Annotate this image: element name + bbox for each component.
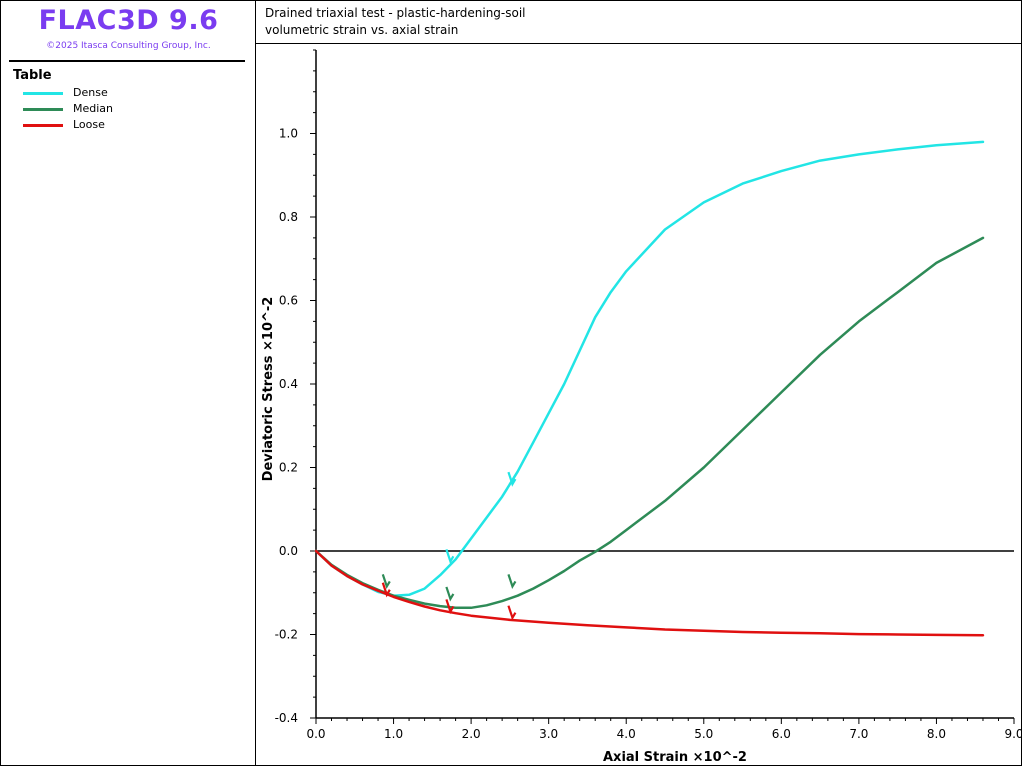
series-marker-median: [381, 574, 391, 590]
legend-label-loose: Loose: [73, 118, 105, 131]
y-tick-label: 1.0: [279, 127, 298, 141]
y-axis-label: Deviatoric Stress ×10^-2: [261, 297, 276, 482]
copyright-text: ©2025 Itasca Consulting Group, Inc.: [46, 41, 211, 51]
series-marker-median: [445, 586, 455, 602]
y-tick-label: 0.8: [279, 210, 298, 224]
series-marker-loose: [381, 582, 391, 598]
x-tick-label: 4.0: [617, 727, 636, 741]
x-tick-label: 7.0: [849, 727, 868, 741]
chart-subtitle: volumetric strain vs. axial strain: [265, 23, 459, 37]
x-tick-label: 0.0: [306, 727, 325, 741]
y-tick-label: 0.0: [279, 544, 298, 558]
legend-label-median: Median: [73, 102, 114, 115]
legend-label-dense: Dense: [73, 86, 108, 99]
series-marker-loose: [507, 605, 517, 621]
plot-panel: Drained triaxial test - plastic-hardenin…: [255, 0, 1022, 766]
x-tick-label: 9.0: [1004, 727, 1021, 741]
chart-title: Drained triaxial test - plastic-hardenin…: [265, 6, 526, 20]
legend-panel: FLAC3D 9.6 ©2025 Itasca Consulting Group…: [0, 0, 255, 766]
x-tick-label: 5.0: [694, 727, 713, 741]
x-tick-label: 2.0: [462, 727, 481, 741]
y-tick-label: 0.4: [279, 377, 298, 391]
series-marker-loose: [445, 599, 455, 615]
y-tick-label: 0.2: [279, 461, 298, 475]
legend-swatch-median: [23, 108, 63, 111]
y-tick-label: -0.2: [275, 628, 298, 642]
app-title: FLAC3D 9.6: [38, 5, 219, 36]
legend-swatch-dense: [23, 92, 63, 95]
y-tick-label: -0.4: [275, 711, 298, 725]
series-line-dense: [314, 140, 985, 597]
x-axis-label: Axial Strain ×10^-2: [603, 750, 747, 765]
chart-canvas: 0.0 1.0 2.0 3.0 4.0 5.0 6.0 7.0 8.0 9.0 -0.4 -0.2 0.…: [261, 49, 1021, 765]
series-marker-dense: [507, 471, 517, 487]
legend-divider: [9, 60, 245, 62]
legend-swatch-loose: [23, 124, 63, 127]
x-tick-label: 1.0: [384, 727, 403, 741]
legend-title: Table: [13, 68, 52, 83]
series-marker-median: [507, 574, 517, 590]
x-tick-label: 8.0: [927, 727, 946, 741]
series-line-median: [314, 236, 985, 610]
series-marker-dense: [445, 549, 455, 564]
x-tick-label: 6.0: [772, 727, 791, 741]
x-tick-label: 3.0: [539, 727, 558, 741]
y-tick-label: 0.6: [279, 294, 298, 308]
chart-title-box: Drained triaxial test - plastic-hardenin…: [256, 1, 1021, 44]
series-line-loose: [314, 549, 985, 637]
